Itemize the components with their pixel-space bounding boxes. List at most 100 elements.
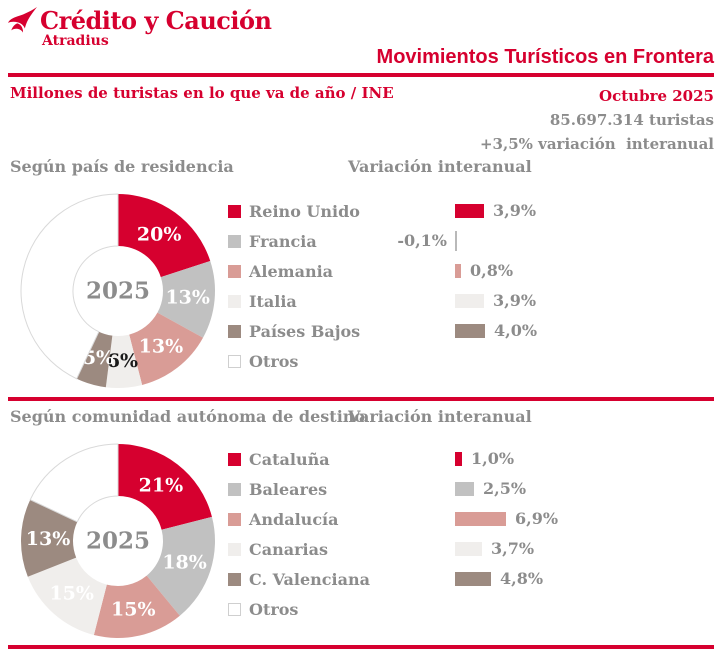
logo-icon (8, 7, 38, 33)
donut-segment (20, 193, 119, 380)
legend-item: Baleares (228, 474, 438, 504)
legend-item: Alemania (228, 256, 438, 286)
donut-segment (118, 444, 212, 530)
bar-value-label: 2,5% (483, 479, 527, 498)
legend-destino: Cataluña Baleares Andalucía Canarias C. Vale… (228, 444, 438, 624)
bar-row: 4,0% (0, 316, 722, 346)
donut-segment (21, 499, 78, 577)
legend-label: Países Bajos (249, 321, 361, 341)
legend-label: Italia (249, 291, 297, 311)
donut-center-label: 2025 (86, 278, 150, 305)
donut-segment (93, 575, 180, 638)
legend-residencia: Reino Unido Francia Alemania Italia Países B… (228, 196, 438, 376)
legend-swatch (228, 542, 241, 556)
total-tourists: 85.697.314 turistas (549, 111, 714, 129)
legend-swatch (228, 294, 241, 308)
donut-chart-residencia: 20%13%13%6%5%2025 (20, 193, 215, 388)
section1-bars-heading: Variación interanual (348, 157, 532, 176)
page-title: Movimientos Turísticos en Frontera (376, 46, 714, 68)
bar-value-label: 6,9% (515, 509, 559, 528)
bar-row: -0,1% (0, 226, 722, 256)
legend-label: Francia (249, 231, 317, 251)
total-variation: +3,5% variación interanual (479, 135, 714, 153)
legend-swatch (228, 264, 241, 278)
donut-center-label: 2025 (86, 528, 150, 555)
donut-segment-label: 18% (162, 552, 207, 574)
bar-row: 3,9% (0, 196, 722, 226)
legend-label: Otros (249, 351, 299, 371)
legend-swatch (228, 324, 241, 338)
donut-segment (29, 443, 119, 523)
top-divider (8, 73, 714, 77)
bar (455, 452, 462, 466)
legend-label: Andalucía (249, 509, 339, 529)
section2-bars-heading: Variación interanual (348, 407, 532, 426)
logo-subtitle: Atradius (42, 33, 109, 49)
donut-segment-label: 15% (49, 583, 94, 605)
donut-segment-label: 13% (165, 287, 210, 309)
bar (455, 264, 461, 278)
bar (455, 542, 482, 556)
bar-value-label: 3,9% (493, 201, 537, 220)
bar-row: 3,9% (0, 286, 722, 316)
legend-swatch (228, 512, 241, 526)
report-date: Octubre 2025 (599, 87, 714, 105)
donut-segment-label: 21% (139, 475, 184, 497)
legend-item: Canarias (228, 534, 438, 564)
donut-segment-label: 13% (26, 528, 71, 550)
donut-segment (157, 261, 215, 338)
legend-item: Cataluña (228, 444, 438, 474)
summary-block: Octubre 2025 85.697.314 turistas +3,5% v… (480, 84, 714, 156)
bar-value-label: 4,0% (494, 321, 538, 340)
legend-label: Baleares (249, 479, 328, 499)
bar-row: 0,8% (0, 256, 722, 286)
legend-item: Andalucía (228, 504, 438, 534)
donut-segment-label: 15% (111, 598, 156, 620)
legend-label: Cataluña (249, 449, 330, 469)
legend-swatch (228, 452, 241, 466)
legend-label: C. Valenciana (249, 569, 370, 589)
bar (455, 294, 484, 308)
legend-swatch (228, 602, 241, 616)
legend-swatch (228, 204, 241, 218)
legend-item: C. Valenciana (228, 564, 438, 594)
bars-residencia: 3,9% -0,1% 0,8% 3,9% 4,0% (0, 196, 722, 346)
bar-value-label: -0,1% (397, 231, 447, 250)
donut-segment (76, 331, 113, 388)
bar-value-label: 0,8% (470, 261, 514, 280)
bar-value-label: 3,9% (493, 291, 537, 310)
legend-label: Canarias (249, 539, 328, 559)
legend-item: Francia (228, 226, 438, 256)
donut-segment (129, 312, 204, 385)
legend-item: Otros (228, 594, 438, 624)
section2-heading: Según comunidad autónoma de destino (10, 407, 366, 426)
legend-swatch (228, 572, 241, 586)
donut-chart-destino: 21% 18% 15% 15% 13% 2025 (21, 443, 215, 638)
bar (455, 482, 474, 496)
bars-destino: 1,0% 2,5% 6,9% 3,7% 4,8% (0, 444, 722, 594)
bottom-divider (8, 645, 714, 649)
bar-value-label: 4,8% (500, 569, 544, 588)
logo-title: Crédito y Caución (40, 6, 272, 35)
zero-axis-tick (455, 231, 457, 251)
donut-segment (118, 194, 211, 278)
legend-swatch (228, 354, 241, 368)
legend-label: Otros (249, 599, 299, 619)
bar (455, 572, 491, 586)
bar-value-label: 1,0% (471, 449, 515, 468)
bar-row: 1,0% (0, 444, 722, 474)
legend-label: Alemania (249, 261, 334, 281)
donut-segment-label: 5% (83, 347, 114, 369)
bar-value-label: 3,7% (491, 539, 535, 558)
donut-segment (27, 557, 107, 635)
bar-row: 3,7% (0, 534, 722, 564)
donut-segment (105, 334, 143, 388)
legend-item: Italia (228, 286, 438, 316)
bar (455, 204, 484, 218)
bar (455, 512, 506, 526)
legend-item: Otros (228, 346, 438, 376)
legend-item: Países Bajos (228, 316, 438, 346)
donut-segment-label: 20% (137, 223, 182, 245)
subtitle-source: Millones de turistas en lo que va de año… (10, 84, 394, 102)
bar (455, 324, 485, 338)
